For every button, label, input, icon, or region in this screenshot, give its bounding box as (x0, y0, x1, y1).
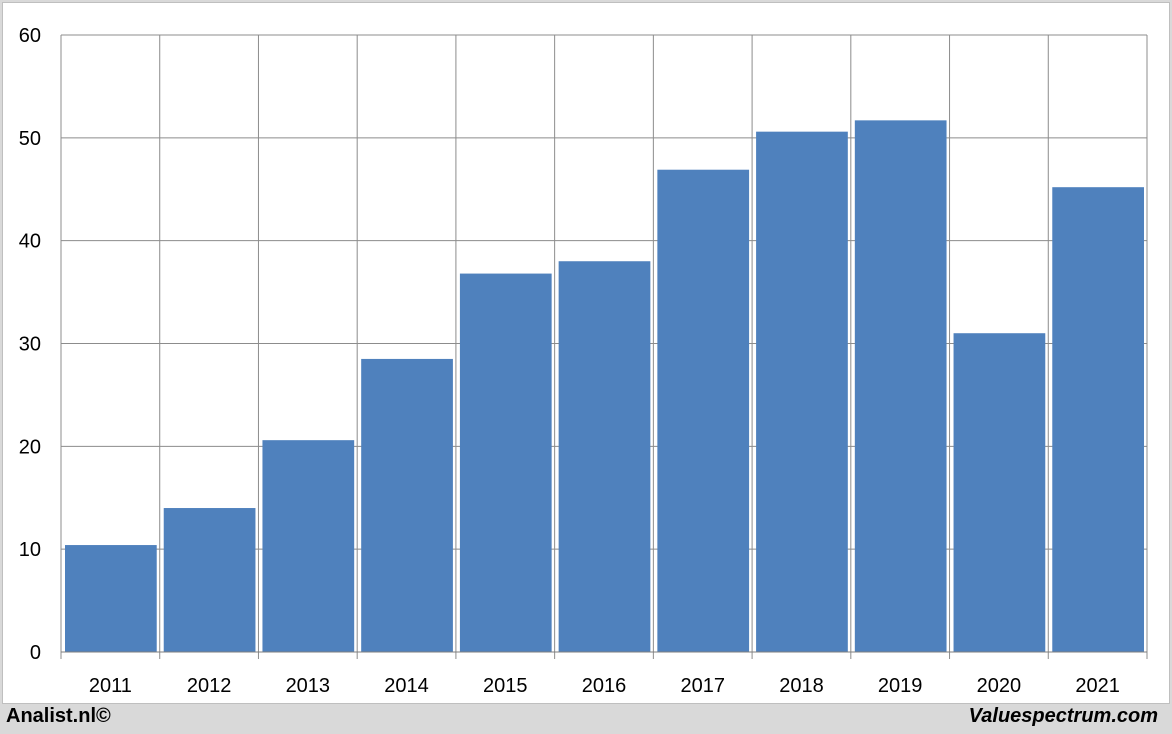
bar-2013 (262, 440, 355, 652)
bar-2016 (558, 261, 651, 652)
x-tick-label-2016: 2016 (582, 675, 627, 697)
footer-analist-watermark: Analist.nl© (6, 705, 111, 727)
x-tick-label-2020: 2020 (977, 675, 1022, 697)
chart-frame: 0 10 20 30 40 50 60 2011 2012 2013 2014 2015 2016 201… (2, 2, 1170, 704)
x-tick-label-2021: 2021 (1075, 675, 1120, 697)
y-tick-label-10: 10 (19, 539, 41, 561)
y-tick-label-50: 50 (19, 128, 41, 150)
bar-2015 (459, 273, 552, 652)
x-tick-label-2017: 2017 (680, 675, 725, 697)
bar-2019 (854, 120, 947, 652)
bar-2020 (953, 333, 1046, 652)
y-tick-label-0: 0 (30, 642, 41, 664)
bar-2012 (163, 508, 256, 652)
x-tick-label-2019: 2019 (878, 675, 923, 697)
x-tick-label-2013: 2013 (286, 675, 331, 697)
bar-2017 (657, 169, 750, 652)
bar-2018 (756, 131, 848, 652)
bar-2021 (1052, 187, 1144, 652)
bar-2014 (361, 358, 453, 652)
y-tick-label-20: 20 (19, 436, 41, 458)
bar-2011 (65, 545, 157, 652)
y-tick-label-60: 60 (19, 25, 41, 47)
x-tick-label-2012: 2012 (187, 675, 232, 697)
y-tick-label-40: 40 (19, 231, 41, 253)
x-tick-label-2011: 2011 (89, 675, 132, 697)
x-tick-label-2015: 2015 (483, 675, 528, 697)
x-tick-label-2014: 2014 (384, 675, 429, 697)
y-tick-label-30: 30 (19, 334, 41, 356)
footer-valuespectrum-watermark: Valuespectrum.com (968, 705, 1158, 727)
bar-chart: 0 10 20 30 40 50 60 2011 2012 2013 2014 2015 2016 201… (19, 25, 1148, 697)
x-tick-label-2018: 2018 (779, 675, 824, 697)
